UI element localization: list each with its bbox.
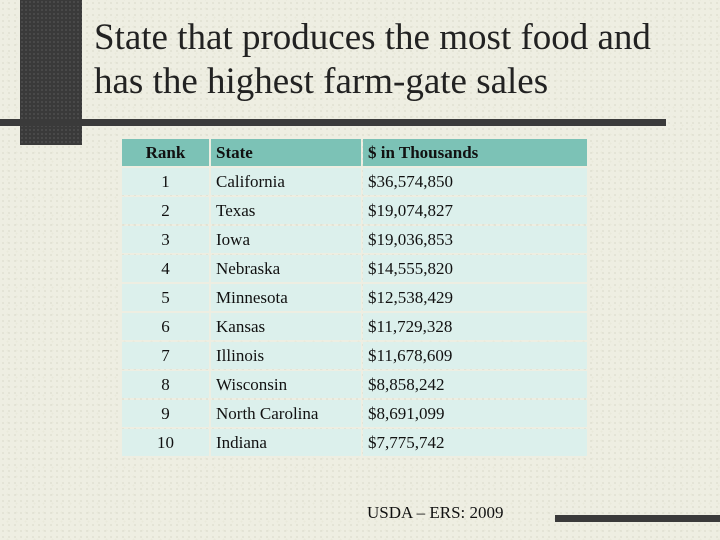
value-cell: $12,538,429 xyxy=(363,284,587,311)
value-cell: $11,729,328 xyxy=(363,313,587,340)
header-rank: Rank xyxy=(122,139,209,166)
rank-cell: 6 xyxy=(122,313,209,340)
table-row: 2 Texas $19,074,827 xyxy=(122,197,587,224)
value-cell: $19,036,853 xyxy=(363,226,587,253)
state-cell: Minnesota xyxy=(211,284,361,311)
rank-cell: 3 xyxy=(122,226,209,253)
rank-cell: 1 xyxy=(122,168,209,195)
value-cell: $7,775,742 xyxy=(363,429,587,456)
rank-cell: 8 xyxy=(122,371,209,398)
footer-divider xyxy=(555,515,720,522)
value-cell: $8,858,242 xyxy=(363,371,587,398)
table-row: 4 Nebraska $14,555,820 xyxy=(122,255,587,282)
farm-sales-table: Rank State $ in Thousands 1 California $… xyxy=(120,137,589,458)
state-cell: Nebraska xyxy=(211,255,361,282)
value-cell: $14,555,820 xyxy=(363,255,587,282)
state-cell: Kansas xyxy=(211,313,361,340)
table-row: 8 Wisconsin $8,858,242 xyxy=(122,371,587,398)
table-header-row: Rank State $ in Thousands xyxy=(122,139,587,166)
table-row: 1 California $36,574,850 xyxy=(122,168,587,195)
rank-cell: 10 xyxy=(122,429,209,456)
state-cell: Iowa xyxy=(211,226,361,253)
header-value: $ in Thousands xyxy=(363,139,587,166)
table-row: 5 Minnesota $12,538,429 xyxy=(122,284,587,311)
rank-cell: 9 xyxy=(122,400,209,427)
rank-cell: 5 xyxy=(122,284,209,311)
table-row: 9 North Carolina $8,691,099 xyxy=(122,400,587,427)
state-cell: Wisconsin xyxy=(211,371,361,398)
source-citation: USDA – ERS: 2009 xyxy=(367,503,504,522)
header-state: State xyxy=(211,139,361,166)
value-cell: $8,691,099 xyxy=(363,400,587,427)
slide-title: State that produces the most food and ha… xyxy=(94,17,651,102)
value-cell: $36,574,850 xyxy=(363,168,587,195)
rank-cell: 7 xyxy=(122,342,209,369)
rank-cell: 4 xyxy=(122,255,209,282)
state-cell: North Carolina xyxy=(211,400,361,427)
rank-cell: 2 xyxy=(122,197,209,224)
state-cell: Indiana xyxy=(211,429,361,456)
table-row: 10 Indiana $7,775,742 xyxy=(122,429,587,456)
table-row: 6 Kansas $11,729,328 xyxy=(122,313,587,340)
state-cell: Illinois xyxy=(211,342,361,369)
title-divider xyxy=(0,119,666,126)
state-cell: California xyxy=(211,168,361,195)
table-row: 7 Illinois $11,678,609 xyxy=(122,342,587,369)
table-row: 3 Iowa $19,036,853 xyxy=(122,226,587,253)
state-cell: Texas xyxy=(211,197,361,224)
value-cell: $19,074,827 xyxy=(363,197,587,224)
value-cell: $11,678,609 xyxy=(363,342,587,369)
